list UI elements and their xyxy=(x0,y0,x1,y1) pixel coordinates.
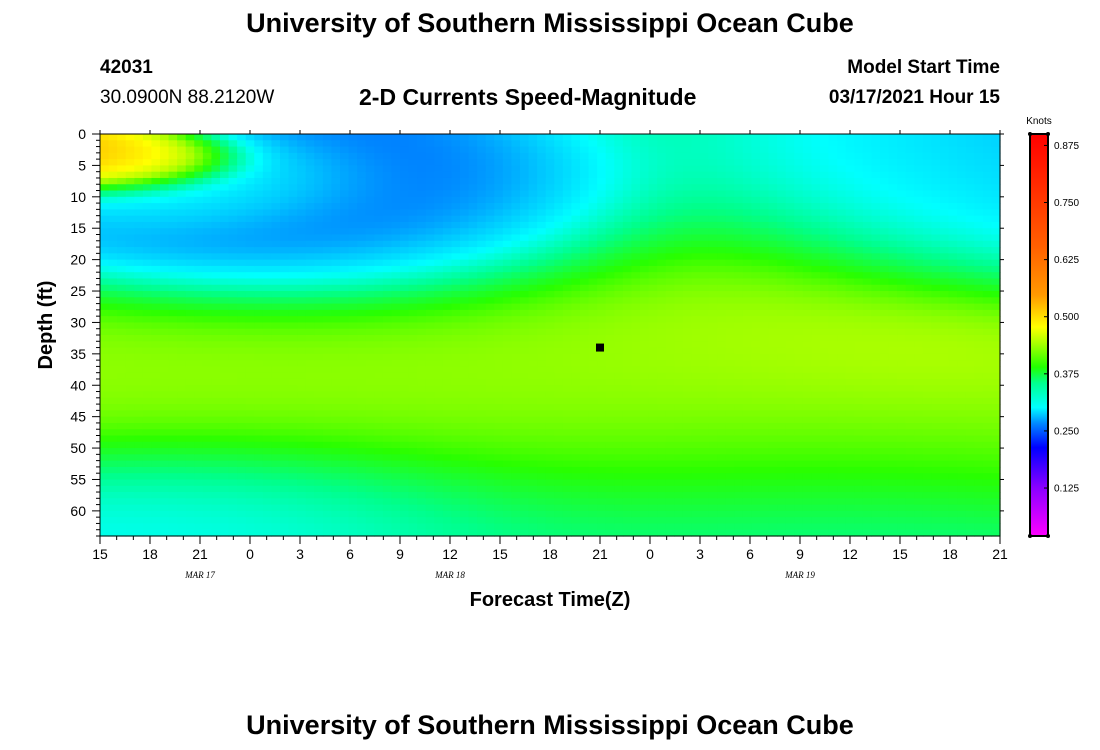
x-tick-label: 21 xyxy=(192,546,208,562)
y-tick-label: 45 xyxy=(70,409,86,425)
colorbar-tick-label: 0.500 xyxy=(1054,312,1079,323)
x-tick-label: 3 xyxy=(696,546,704,562)
colorbar-corner xyxy=(1028,132,1032,136)
x-tick-label: 18 xyxy=(942,546,958,562)
y-tick-label: 30 xyxy=(70,314,86,330)
y-tick-label: 35 xyxy=(70,346,86,362)
y-axis: 0 5 10 15 20 25 30 35 40 45 50 55 60 xyxy=(70,126,1004,537)
y-axis-title: Depth (ft) xyxy=(35,281,57,370)
y-tick-label: 40 xyxy=(70,377,86,393)
colorbar: Knots 0.875 0.750 0.625 0.500 0.375 0.250 0.125 xyxy=(1026,116,1079,538)
x-tick-label: 9 xyxy=(396,546,404,562)
colorbar-tick-label: 0.125 xyxy=(1054,484,1079,495)
station-location: 30.0900N 88.2120W xyxy=(100,87,275,108)
x-tick-label: 15 xyxy=(892,546,908,562)
x-tick-label: 12 xyxy=(842,546,858,562)
x-date-label: MAR 17 xyxy=(184,570,215,580)
colorbar-tick-label: 0.875 xyxy=(1054,141,1079,152)
x-tick-label: 15 xyxy=(92,546,108,562)
x-axis: 15 18 21 0 3 6 9 12 15 18 21 0 3 6 9 12 15 18 21 MAR 17 MAR … xyxy=(92,130,1008,580)
station-id: 42031 xyxy=(100,57,153,78)
x-date-label: MAR 18 xyxy=(434,570,465,580)
footer-title: University of Southern Mississippi Ocean… xyxy=(246,710,854,740)
colorbar-corner xyxy=(1046,132,1050,136)
y-tick-label: 10 xyxy=(70,189,86,205)
x-tick-label: 12 xyxy=(442,546,458,562)
x-tick-label: 18 xyxy=(542,546,558,562)
y-tick-label: 60 xyxy=(70,503,86,519)
colorbar-unit: Knots xyxy=(1026,116,1052,127)
x-tick-label: 21 xyxy=(992,546,1008,562)
colorbar-gradient xyxy=(1029,133,1049,537)
x-tick-label: 3 xyxy=(296,546,304,562)
colorbar-corner xyxy=(1046,534,1050,538)
model-start-label: Model Start Time xyxy=(847,57,1000,78)
colorbar-tick-label: 0.625 xyxy=(1054,255,1079,266)
current-time-marker xyxy=(596,343,604,352)
x-date-label: MAR 19 xyxy=(784,570,815,580)
x-tick-label: 0 xyxy=(646,546,654,562)
x-tick-label: 15 xyxy=(492,546,508,562)
speed-heatmap xyxy=(100,134,1001,537)
colorbar-tick-label: 0.250 xyxy=(1054,426,1079,437)
y-tick-label: 55 xyxy=(70,471,86,487)
model-start-value: 03/17/2021 Hour 15 xyxy=(828,87,1000,108)
x-tick-label: 21 xyxy=(592,546,608,562)
chart-title: 2-D Currents Speed-Magnitude xyxy=(359,84,697,110)
page-title: University of Southern Mississippi Ocean… xyxy=(246,8,854,38)
x-tick-label: 0 xyxy=(246,546,254,562)
y-tick-label: 5 xyxy=(78,157,86,173)
x-tick-label: 6 xyxy=(346,546,354,562)
x-tick-label: 9 xyxy=(796,546,804,562)
x-tick-label: 18 xyxy=(142,546,158,562)
x-axis-title: Forecast Time(Z) xyxy=(470,589,631,611)
colorbar-tick-label: 0.750 xyxy=(1054,198,1079,209)
y-tick-label: 15 xyxy=(70,220,86,236)
colorbar-corner xyxy=(1028,534,1032,538)
x-tick-label: 6 xyxy=(746,546,754,562)
y-tick-label: 20 xyxy=(70,252,86,268)
y-tick-label: 25 xyxy=(70,283,86,299)
y-tick-label: 50 xyxy=(70,440,86,456)
colorbar-tick-label: 0.375 xyxy=(1054,369,1079,380)
y-tick-label: 0 xyxy=(78,126,86,142)
